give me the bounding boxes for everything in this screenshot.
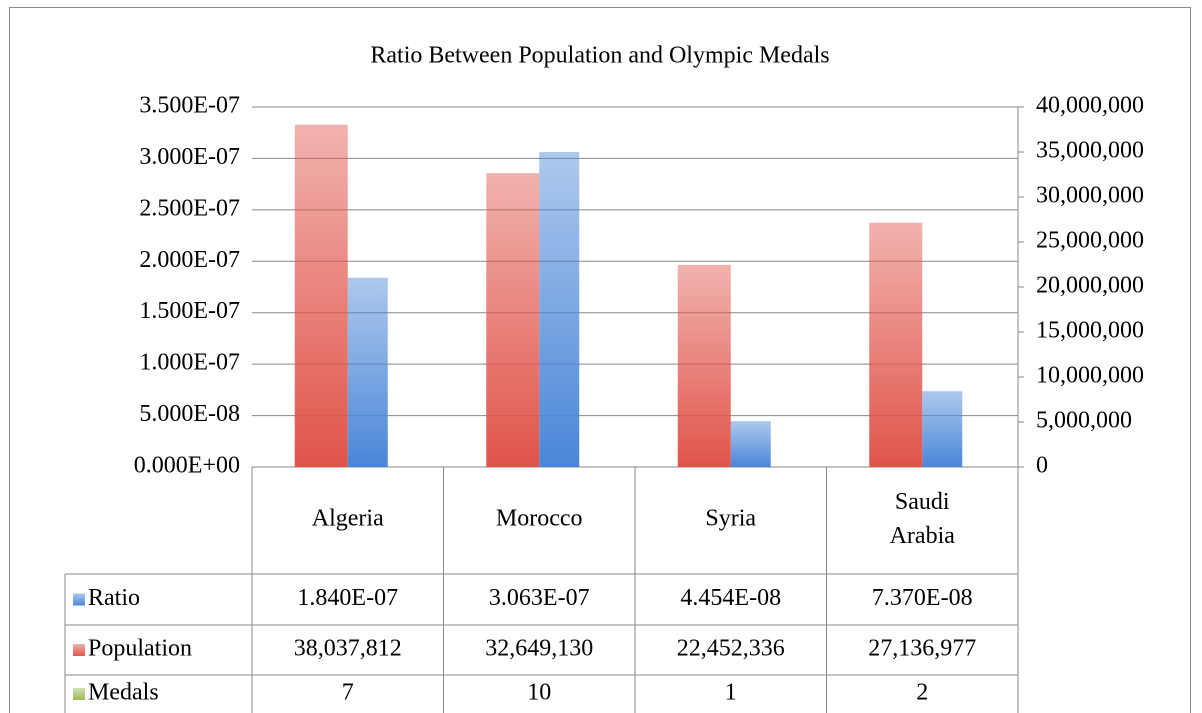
y-tick-label: 0.000E+00 [134, 453, 240, 479]
legend-key [73, 593, 85, 606]
table-value: 4.454E-08 [680, 585, 781, 611]
y-tick-label: 5.000E-08 [139, 401, 240, 427]
table-value: 3.063E-07 [489, 585, 590, 611]
table-value: 2 [916, 680, 928, 706]
y2-tick-label: 0 [1036, 453, 1048, 479]
y2-tick-label: 20,000,000 [1036, 273, 1144, 299]
legend-key [73, 688, 85, 700]
bar [869, 222, 923, 467]
chart-title: Ratio Between Population and Olympic Med… [370, 43, 829, 69]
legend-key [73, 644, 85, 656]
y2-tick-label: 30,000,000 [1036, 183, 1144, 209]
bar [730, 421, 771, 467]
category-label: Saudi Arabia [890, 489, 956, 549]
table-value: 22,452,336 [677, 636, 785, 662]
legend-label: Ratio [88, 585, 140, 611]
table-value: 38,037,812 [294, 636, 402, 662]
y-tick-label: 2.500E-07 [139, 195, 240, 221]
y-tick-label: 3.500E-07 [139, 93, 240, 119]
legend-label: Medals [88, 680, 159, 706]
table-value: 1.840E-07 [297, 585, 398, 611]
bar [347, 277, 388, 467]
y-tick-label: 3.000E-07 [139, 144, 240, 170]
category-label: Morocco [496, 506, 583, 532]
bar [539, 151, 580, 467]
bar [486, 173, 540, 467]
bar [677, 264, 731, 467]
y2-tick-label: 5,000,000 [1036, 408, 1132, 434]
legend-label: Population [88, 636, 192, 662]
table-value: 10 [527, 680, 551, 706]
table-value: 1 [725, 680, 737, 706]
table-value: 32,649,130 [485, 636, 593, 662]
y-tick-label: 2.000E-07 [139, 247, 240, 273]
table-value: 27,136,977 [868, 636, 976, 662]
y-tick-label: 1.000E-07 [139, 350, 240, 376]
y-tick-label: 1.500E-07 [139, 298, 240, 324]
category-label: Algeria [312, 506, 384, 532]
y2-tick-label: 15,000,000 [1036, 318, 1144, 344]
category-label: Syria [705, 506, 756, 532]
y2-tick-label: 10,000,000 [1036, 363, 1144, 389]
y2-tick-label: 35,000,000 [1036, 138, 1144, 164]
bar [922, 391, 963, 467]
table-value: 7 [342, 680, 354, 706]
chart-border [9, 7, 1191, 713]
bar [294, 124, 348, 467]
y2-tick-label: 25,000,000 [1036, 228, 1144, 254]
table-value: 7.370E-08 [872, 585, 973, 611]
y2-tick-label: 40,000,000 [1036, 93, 1144, 119]
